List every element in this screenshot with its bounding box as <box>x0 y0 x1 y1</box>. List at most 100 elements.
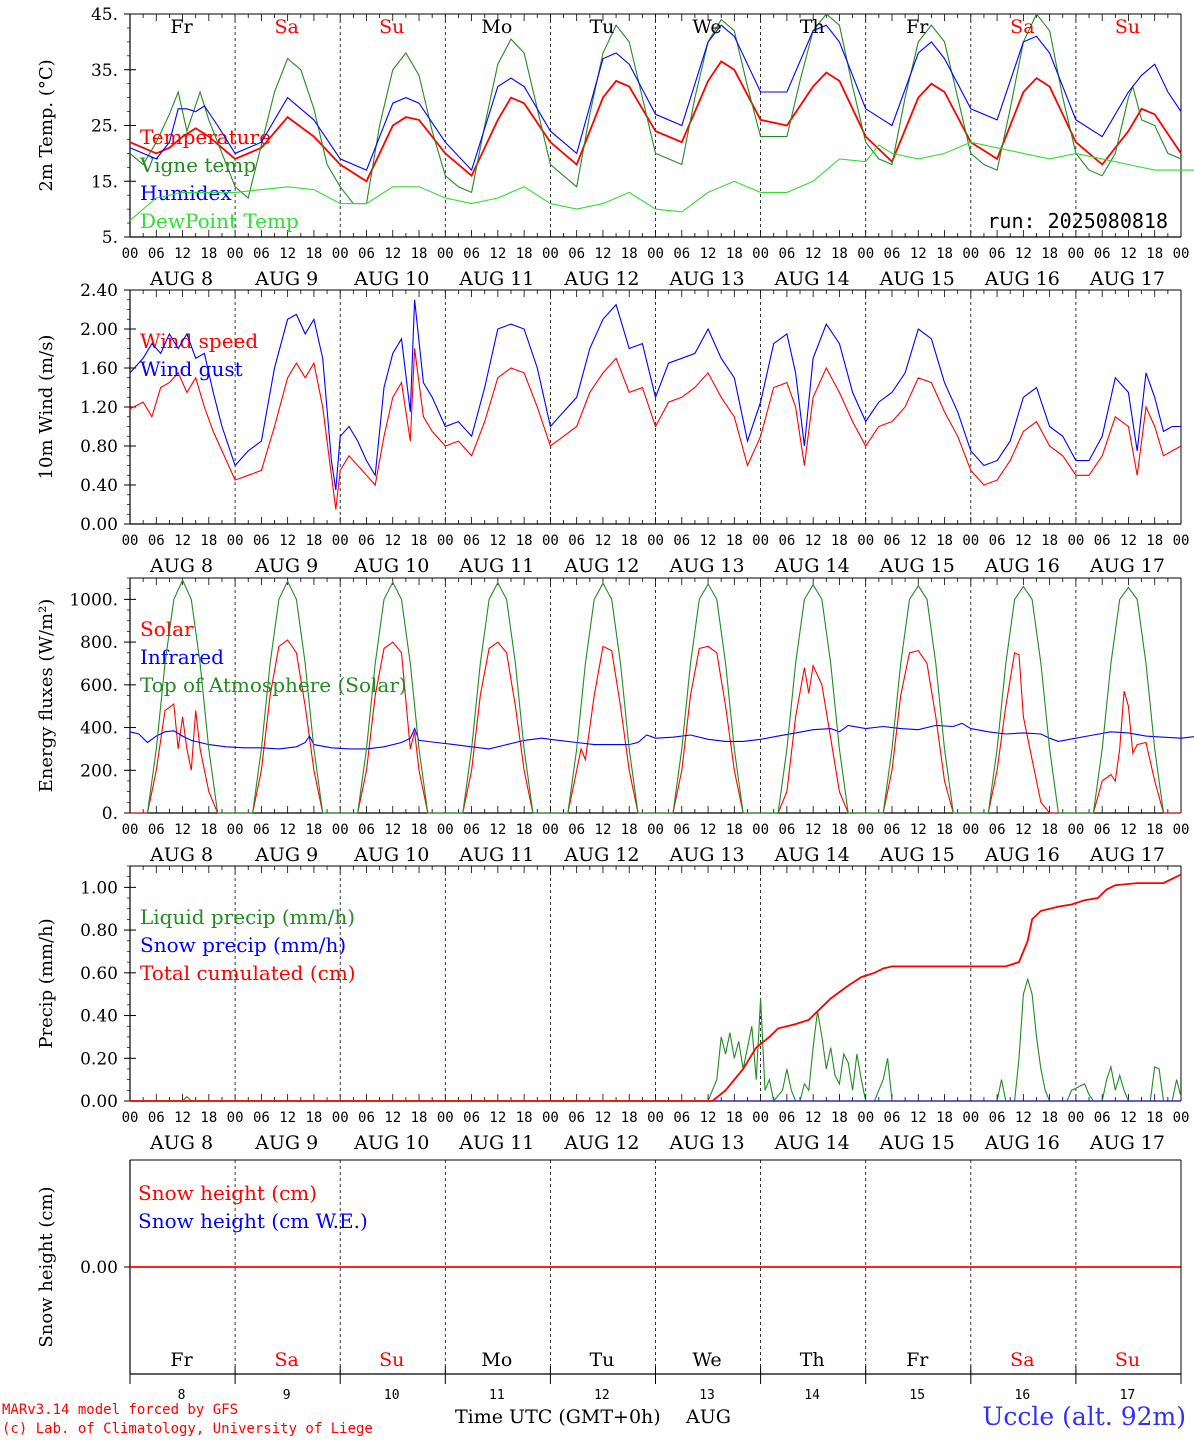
day-number: 14 <box>804 1388 820 1403</box>
date-label: AUG 13 <box>668 1132 744 1154</box>
hour-label: 06 <box>253 246 270 262</box>
hour-label: 06 <box>463 246 480 262</box>
hour-label: 18 <box>1146 1110 1163 1126</box>
hour-label: 06 <box>253 533 270 549</box>
date-label: AUG 9 <box>254 1132 318 1154</box>
hour-label: 00 <box>332 822 349 838</box>
hour-label: 18 <box>936 246 953 262</box>
hour-label: 18 <box>621 822 638 838</box>
date-label: AUG 14 <box>774 268 850 290</box>
day-number: 17 <box>1120 1388 1136 1403</box>
hour-label: 00 <box>857 1110 874 1126</box>
hour-label: 06 <box>148 822 165 838</box>
hour-label: 06 <box>673 533 690 549</box>
weekday-label: We <box>692 16 721 38</box>
date-label: AUG 11 <box>458 555 534 577</box>
date-label: AUG 12 <box>563 555 639 577</box>
hour-label: 12 <box>1120 533 1137 549</box>
hour-label: 12 <box>1015 533 1032 549</box>
hour-label: 12 <box>384 1110 401 1126</box>
hour-label: 12 <box>279 246 296 262</box>
date-label: AUG 10 <box>353 555 429 577</box>
date-label: AUG 10 <box>353 844 429 866</box>
date-label: AUG 13 <box>668 844 744 866</box>
date-label: AUG 11 <box>458 1132 534 1154</box>
hour-label: 06 <box>358 1110 375 1126</box>
hour-label: 00 <box>122 1110 139 1126</box>
hour-label: 18 <box>200 246 217 262</box>
weekday-label: Mo <box>481 16 512 38</box>
weekday-label: Fr <box>906 1349 929 1371</box>
hour-label: 12 <box>279 822 296 838</box>
y-tick-label: 1.20 <box>80 398 118 418</box>
hour-label: 06 <box>778 822 795 838</box>
hour-label: 18 <box>621 1110 638 1126</box>
y-tick-label: 0.80 <box>80 921 118 941</box>
hour-label: 06 <box>253 822 270 838</box>
series-line-temp-3 <box>129 141 1194 221</box>
weekday-label: We <box>692 1349 721 1371</box>
hour-label: 18 <box>411 822 428 838</box>
weekday-label: Mo <box>481 1349 512 1371</box>
hour-label: 12 <box>1120 822 1137 838</box>
y-tick-label: 15. <box>91 172 118 192</box>
date-label: AUG 11 <box>458 844 534 866</box>
series-line-energy-0 <box>130 639 1181 814</box>
y-tick-label: 35. <box>91 61 118 81</box>
hour-label: 06 <box>568 822 585 838</box>
hour-label: 12 <box>174 822 191 838</box>
hour-label: 00 <box>332 1110 349 1126</box>
hour-label: 00 <box>1067 1110 1084 1126</box>
y-axis-label-precip: Precip (mm/h) <box>36 918 57 1048</box>
weekday-label: Sa <box>1010 1349 1034 1371</box>
hour-label: 06 <box>989 1110 1006 1126</box>
hour-label: 00 <box>1173 533 1190 549</box>
hour-label: 06 <box>463 533 480 549</box>
series-line-wind-0 <box>129 348 1182 510</box>
hour-label: 00 <box>752 246 769 262</box>
series-line-precip-2 <box>130 873 1182 1102</box>
hour-label: 12 <box>910 1110 927 1126</box>
date-label: AUG 14 <box>774 844 850 866</box>
hour-label: 06 <box>884 533 901 549</box>
y-tick-label: 0.60 <box>80 964 118 984</box>
y-axis-label-snow: Snow height (cm) <box>36 1186 57 1347</box>
hour-label: 00 <box>437 1110 454 1126</box>
legend-entry: Total cumulated (cm) <box>140 961 356 985</box>
legend-entry: Wind speed <box>140 329 258 353</box>
hour-label: 00 <box>542 246 559 262</box>
hour-label: 00 <box>962 246 979 262</box>
hour-label: 12 <box>700 822 717 838</box>
hour-label: 00 <box>542 533 559 549</box>
hour-label: 18 <box>621 246 638 262</box>
hour-label: 12 <box>174 533 191 549</box>
hour-label: 00 <box>1173 1110 1190 1126</box>
hour-label: 06 <box>989 822 1006 838</box>
weekday-label: Su <box>1115 1349 1140 1371</box>
series-line-temp-1 <box>129 12 1182 205</box>
hour-label: 12 <box>910 822 927 838</box>
y-axis-label-temp: 2m Temp. (°C) <box>36 59 57 191</box>
hour-label: 06 <box>568 533 585 549</box>
y-tick-label: 2.00 <box>80 320 118 340</box>
hour-label: 18 <box>1146 822 1163 838</box>
hour-label: 12 <box>595 822 612 838</box>
hour-label: 18 <box>305 1110 322 1126</box>
day-number: 9 <box>283 1388 291 1403</box>
station-name: Uccle (alt. 92m) <box>982 1402 1186 1431</box>
date-label: AUG 8 <box>149 268 213 290</box>
x-axis-title: Time UTC (GMT+0h) <box>455 1406 661 1428</box>
y-tick-label: 400. <box>80 719 118 739</box>
hour-label: 06 <box>1094 246 1111 262</box>
hour-label: 12 <box>384 822 401 838</box>
hour-label: 00 <box>1067 822 1084 838</box>
hour-label: 06 <box>358 246 375 262</box>
series-line-temp-0 <box>129 60 1182 183</box>
legend-entry: Temperature <box>140 125 271 149</box>
model-credit: MARv3.14 model forced by GFS <box>2 1402 239 1418</box>
date-label: AUG 14 <box>774 555 850 577</box>
date-label: AUG 15 <box>879 268 955 290</box>
hour-label: 18 <box>305 822 322 838</box>
date-label: AUG 10 <box>353 268 429 290</box>
